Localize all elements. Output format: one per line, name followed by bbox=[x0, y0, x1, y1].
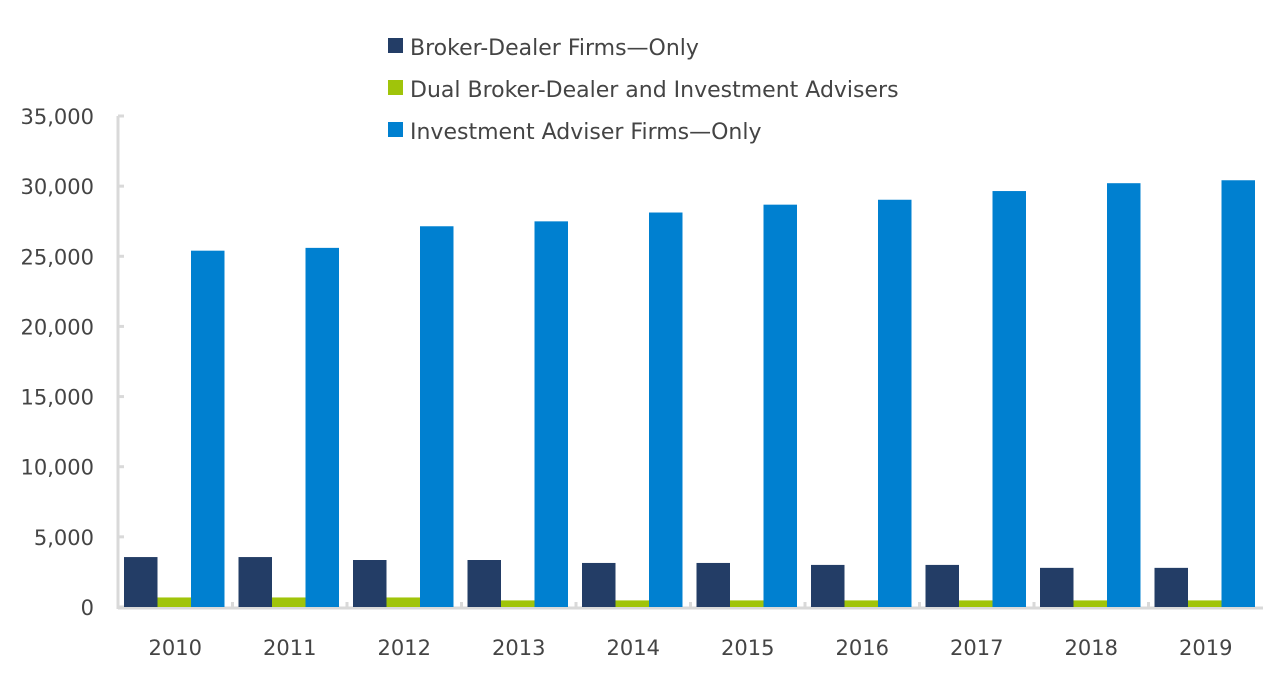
y-tick-label: 35,000 bbox=[21, 105, 94, 129]
bar-2016-1 bbox=[811, 564, 845, 607]
x-tick-label: 2010 bbox=[149, 636, 202, 660]
bar-2019-1 bbox=[1154, 567, 1188, 607]
bar-2010-1 bbox=[124, 557, 158, 607]
x-tick-label: 2014 bbox=[607, 636, 660, 660]
bar-2013-3 bbox=[534, 221, 568, 608]
bar-2019-3 bbox=[1221, 180, 1255, 607]
bar-2017-3 bbox=[992, 191, 1026, 607]
legend-label: Investment Adviser Firms—Only bbox=[410, 120, 762, 145]
bar-2013-2 bbox=[501, 600, 535, 607]
bar-2017-1 bbox=[925, 564, 959, 607]
legend-label: Broker-Dealer Firms—Only bbox=[410, 36, 699, 61]
y-tick-label: 30,000 bbox=[21, 175, 94, 199]
bar-2015-2 bbox=[730, 600, 764, 607]
y-tick-label: 0 bbox=[81, 596, 94, 620]
x-tick-label: 2017 bbox=[950, 636, 1003, 660]
y-tick-label: 5,000 bbox=[34, 526, 94, 550]
bar-2010-3 bbox=[191, 250, 225, 607]
bar-2014-3 bbox=[649, 212, 683, 607]
x-tick-label: 2011 bbox=[263, 636, 316, 660]
x-tick-label: 2012 bbox=[378, 636, 431, 660]
x-tick-label: 2015 bbox=[721, 636, 774, 660]
bar-2013-1 bbox=[467, 560, 501, 607]
bar-2011-2 bbox=[272, 597, 306, 607]
x-tick-label: 2018 bbox=[1065, 636, 1118, 660]
legend-label: Dual Broker-Dealer and Investment Advise… bbox=[410, 78, 899, 103]
y-tick-label: 10,000 bbox=[21, 456, 94, 480]
x-tick-label: 2019 bbox=[1179, 636, 1232, 660]
y-tick-label: 20,000 bbox=[21, 315, 94, 339]
bar-2015-3 bbox=[763, 204, 797, 607]
bar-2011-3 bbox=[305, 247, 339, 607]
legend-swatch bbox=[388, 122, 403, 137]
y-tick-label: 25,000 bbox=[21, 245, 94, 269]
bar-2018-2 bbox=[1073, 600, 1107, 607]
legend-swatch bbox=[388, 80, 403, 95]
bar-2014-1 bbox=[582, 562, 616, 607]
x-tick-label: 2016 bbox=[836, 636, 889, 660]
legend-swatch bbox=[388, 38, 403, 53]
bar-2017-2 bbox=[959, 600, 993, 607]
y-tick-label: 15,000 bbox=[21, 386, 94, 410]
bar-2016-2 bbox=[844, 600, 878, 607]
bar-2018-3 bbox=[1107, 183, 1141, 608]
bar-2014-2 bbox=[615, 600, 649, 607]
bar-2018-1 bbox=[1040, 567, 1074, 607]
x-tick-label: 2013 bbox=[492, 636, 545, 660]
bar-2012-1 bbox=[353, 560, 387, 607]
bar-2012-3 bbox=[420, 226, 454, 607]
bar-2019-2 bbox=[1188, 600, 1222, 607]
bar-2011-1 bbox=[238, 557, 272, 607]
bar-2016-3 bbox=[878, 199, 912, 608]
bar-2012-2 bbox=[386, 597, 420, 607]
bar-2015-1 bbox=[696, 562, 730, 607]
bar-2010-2 bbox=[157, 597, 191, 607]
